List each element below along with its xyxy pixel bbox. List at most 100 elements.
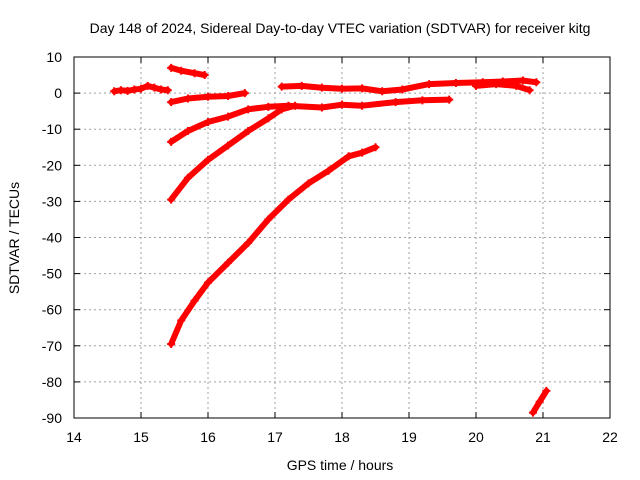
y-tick-label: -40 <box>42 230 62 246</box>
data-point <box>123 86 132 95</box>
data-point <box>451 78 460 87</box>
data-point <box>167 195 176 204</box>
x-tick-label: 16 <box>200 429 216 445</box>
data-point <box>116 86 125 95</box>
data-point <box>204 278 212 287</box>
data-point <box>338 84 346 93</box>
data-point <box>418 96 427 105</box>
series-track-a <box>110 81 172 96</box>
series-track-b <box>167 63 209 80</box>
data-point <box>324 166 333 175</box>
y-tick-label: 0 <box>54 85 62 101</box>
x-tick-label: 19 <box>401 429 417 445</box>
x-tick-label: 15 <box>133 429 149 445</box>
data-point <box>204 117 212 126</box>
data-point <box>512 81 521 90</box>
x-axis-label: GPS time / hours <box>287 457 394 473</box>
data-point <box>110 87 119 96</box>
data-point <box>224 258 233 267</box>
series-track-h <box>472 80 534 95</box>
data-point <box>167 63 176 72</box>
data-point <box>338 100 346 109</box>
data-point <box>492 80 501 89</box>
data-point <box>358 101 367 110</box>
chart-title: Day 148 of 2024, Sidereal Day-to-day VTE… <box>90 20 591 36</box>
x-tick-label: 20 <box>468 429 484 445</box>
data-point <box>264 102 273 111</box>
data-point <box>137 84 145 93</box>
y-tick-label: 10 <box>46 49 62 65</box>
data-point <box>150 83 159 92</box>
data-point <box>398 85 407 94</box>
data-point <box>163 86 172 95</box>
x-tick-label: 17 <box>267 429 283 445</box>
data-point <box>358 148 367 157</box>
data-point <box>317 103 326 112</box>
data-point <box>224 112 233 121</box>
data-point <box>190 296 199 305</box>
series-track-i <box>528 386 551 417</box>
x-tick-label: 14 <box>66 429 82 445</box>
data-point <box>183 94 192 103</box>
data-point <box>344 152 353 161</box>
series-track-g <box>167 143 380 348</box>
data-point <box>297 81 306 90</box>
data-point <box>177 66 186 75</box>
data-point <box>264 215 273 224</box>
data-point <box>204 155 212 164</box>
series-trace <box>473 81 533 94</box>
data-point <box>445 95 454 104</box>
data-point <box>264 114 273 123</box>
data-point <box>425 80 434 89</box>
data-point <box>532 78 541 87</box>
data-point <box>200 71 209 80</box>
data-point <box>190 69 199 78</box>
data-point <box>472 81 480 90</box>
data-point <box>224 141 233 150</box>
data-point <box>542 386 551 395</box>
data-point <box>167 98 176 107</box>
y-axis-label: SDTVAR / TECUs <box>6 182 22 294</box>
data-point <box>317 83 326 92</box>
data-point <box>143 81 152 90</box>
data-point <box>244 238 253 247</box>
data-point <box>525 86 534 95</box>
data-point <box>391 98 400 107</box>
series-track-e <box>167 101 300 204</box>
data-point <box>378 87 387 96</box>
series-trace <box>168 64 208 79</box>
data-point <box>240 89 249 98</box>
axis-ticks: 14 15 16 17 18 19 20 21 22 10 0 -10 -20 -30 -40 -50 -60 -… <box>42 49 618 445</box>
data-point <box>244 105 253 114</box>
y-tick-label: -10 <box>42 121 62 137</box>
data-point <box>204 92 212 101</box>
data-point <box>224 91 233 100</box>
series-track-c <box>167 89 249 107</box>
data-point <box>183 127 192 136</box>
data-points <box>110 63 551 417</box>
y-tick-label: -30 <box>42 193 62 209</box>
data-point <box>277 82 286 91</box>
data-point <box>535 397 544 406</box>
x-tick-label: 21 <box>535 429 551 445</box>
series-trace <box>168 102 299 203</box>
data-point <box>284 195 293 204</box>
x-tick-label: 22 <box>602 429 618 445</box>
data-point <box>167 137 176 146</box>
data-point <box>304 179 313 188</box>
data-point <box>167 339 176 348</box>
y-tick-label: -20 <box>42 157 62 173</box>
data-point <box>183 173 192 182</box>
data-point <box>157 85 166 94</box>
x-tick-label: 18 <box>334 429 350 445</box>
y-tick-label: -80 <box>42 374 62 390</box>
data-point <box>130 85 139 94</box>
data-point <box>528 408 537 417</box>
data-point <box>371 143 380 152</box>
data-point <box>518 76 527 85</box>
data-point <box>277 105 286 114</box>
data-point <box>291 101 300 110</box>
